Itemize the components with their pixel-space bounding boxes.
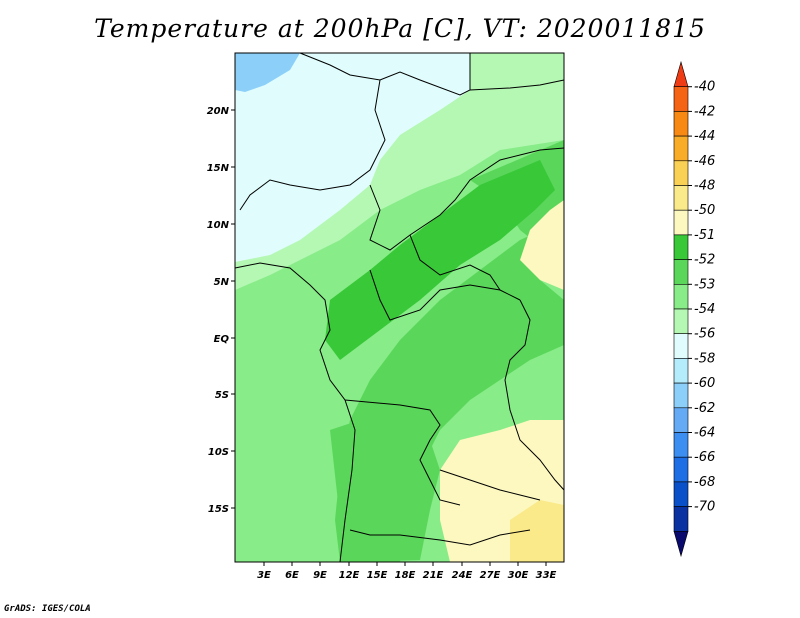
colorbar-label: -56 <box>694 327 715 342</box>
colorbar-label: -40 <box>694 80 715 95</box>
colorbar-label: -46 <box>694 154 715 169</box>
country-borders <box>234 52 565 563</box>
lon-tick-label: 30E <box>508 570 529 581</box>
lon-tick-label: 21E <box>423 570 444 581</box>
lat-tick-label: 15S <box>208 504 229 515</box>
colorbar-swatch <box>673 358 689 384</box>
colorbar-label: -44 <box>694 129 715 144</box>
colorbar-label: -51 <box>694 228 715 243</box>
colorbar-label: -50 <box>694 203 715 218</box>
lon-tick-label: 24E <box>452 570 473 581</box>
colorbar-swatch <box>673 407 689 433</box>
lat-axis: 20N 15N 10N 5N EQ 5S 10S 15S <box>207 106 235 515</box>
colorbar-label: -53 <box>694 277 715 292</box>
colorbar-swatch <box>673 506 689 532</box>
colorbar-label: -66 <box>694 450 715 465</box>
colorbar-swatch <box>673 209 689 236</box>
colorbar-swatch <box>673 185 689 211</box>
lat-tick-label: 20N <box>207 106 230 117</box>
contour-48-south <box>510 500 564 562</box>
contour-58-corner <box>235 53 300 92</box>
colorbar-swatch <box>673 283 689 310</box>
contour-50-southeast <box>520 200 564 290</box>
colorbar-label: -60 <box>694 376 715 391</box>
lon-tick-label: 15E <box>367 570 388 581</box>
colorbar-swatch <box>673 259 689 285</box>
colorbar-swatch <box>673 432 689 458</box>
contour-51-south <box>330 420 440 562</box>
lat-tick-label: 5S <box>215 390 229 401</box>
lon-tick-label: 3E <box>257 570 271 581</box>
lat-tick-label: EQ <box>214 334 230 345</box>
lon-tick-label: 12E <box>339 570 360 581</box>
colorbar-label: -68 <box>694 475 715 490</box>
chart-title: Temperature at 200hPa [C], VT: 202001181… <box>94 14 706 43</box>
colorbar-swatch <box>673 135 689 162</box>
lat-tick-label: 10N <box>207 220 230 231</box>
colorbar: -40 -42 -44 -46 -48 -50 -51 -52 -53 -54 -56 -58 -60 -… <box>673 60 715 558</box>
lon-tick-label: 18E <box>395 570 416 581</box>
lon-axis: 3E 6E 9E 12E 15E 18E 21E 24E 27E 30E 33E <box>257 562 557 581</box>
lon-tick-label: 9E <box>313 570 327 581</box>
colorbar-label: -62 <box>694 401 715 416</box>
colorbar-swatch <box>673 234 689 260</box>
colorbar-swatch <box>673 333 689 359</box>
contour-56-north <box>235 53 470 262</box>
colorbar-label: -52 <box>694 253 715 268</box>
map-frame <box>234 52 565 563</box>
lat-tick-label: 5N <box>214 277 230 288</box>
lon-tick-label: 33E <box>536 570 557 581</box>
colorbar-label: -48 <box>694 179 715 194</box>
colorbar-swatch <box>673 160 689 186</box>
colorbar-swatch <box>673 456 689 483</box>
colorbar-label: -64 <box>694 426 715 441</box>
colorbar-label: -42 <box>694 104 715 119</box>
colorbar-swatch <box>673 86 689 112</box>
colorbar-label: -70 <box>694 500 715 515</box>
colorbar-label: -54 <box>694 302 715 317</box>
map-panel <box>234 52 565 563</box>
colorbar-swatch <box>673 308 689 335</box>
contour-51-band <box>325 160 555 360</box>
lat-tick-label: 15N <box>207 163 230 174</box>
colorbar-swatch <box>673 530 689 558</box>
colorbar-swatch <box>673 382 689 409</box>
lon-tick-label: 27E <box>480 570 501 581</box>
colorbar-swatch <box>673 60 689 87</box>
lat-tick-label: 10S <box>208 447 229 458</box>
colorbar-label: -58 <box>694 351 715 366</box>
colorbar-swatch <box>673 111 689 137</box>
lon-tick-label: 6E <box>285 570 299 581</box>
colorbar-swatch <box>673 481 689 507</box>
grads-credit: GrADS: IGES/COLA <box>4 604 91 614</box>
